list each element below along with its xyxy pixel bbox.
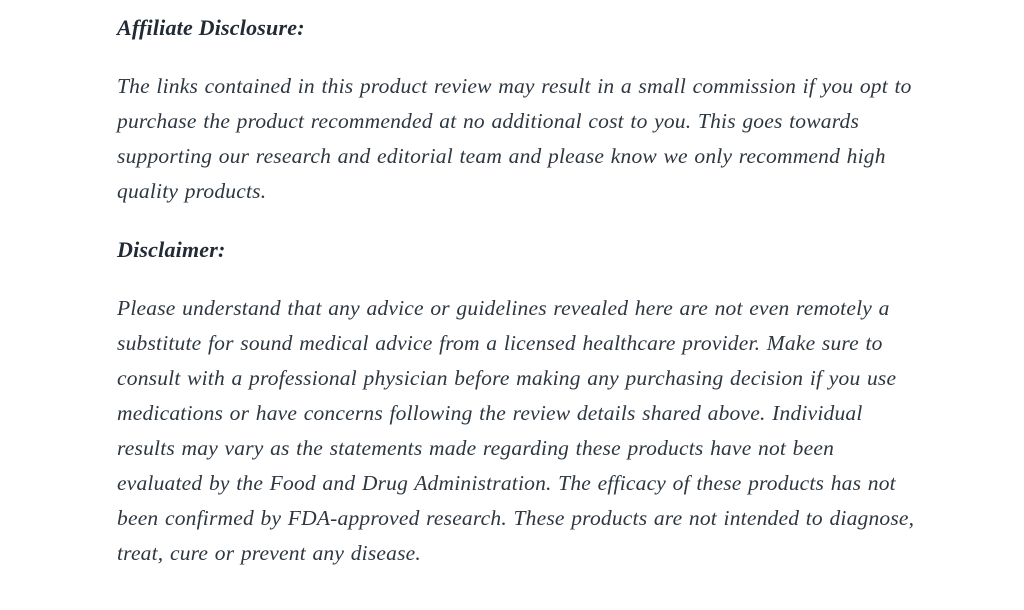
disclaimer-paragraph: Please understand that any advice or gui… bbox=[117, 296, 915, 565]
affiliate-disclosure-paragraph: The links contained in this product revi… bbox=[117, 74, 912, 203]
disclaimer-heading: Disclaimer: bbox=[117, 237, 226, 262]
text-column: Affiliate Disclosure: The links containe… bbox=[117, 13, 923, 571]
article-body: Affiliate Disclosure: The links containe… bbox=[117, 13, 923, 571]
affiliate-disclosure-heading: Affiliate Disclosure: bbox=[117, 15, 305, 40]
